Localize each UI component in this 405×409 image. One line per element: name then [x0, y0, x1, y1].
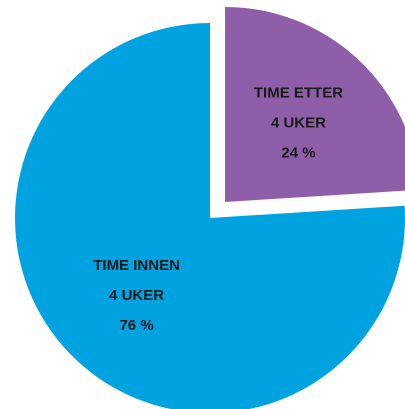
- pie-slice: [15, 23, 405, 409]
- slice-label: 4 UKER: [271, 115, 326, 132]
- value-label: 76 %: [119, 317, 153, 334]
- value-label: 24 %: [281, 145, 315, 162]
- slice-label: TIME INNEN: [93, 257, 180, 274]
- slice-label: 4 UKER: [109, 287, 164, 304]
- slice-label: TIME ETTER: [254, 85, 343, 102]
- pie-slice: [225, 6, 405, 202]
